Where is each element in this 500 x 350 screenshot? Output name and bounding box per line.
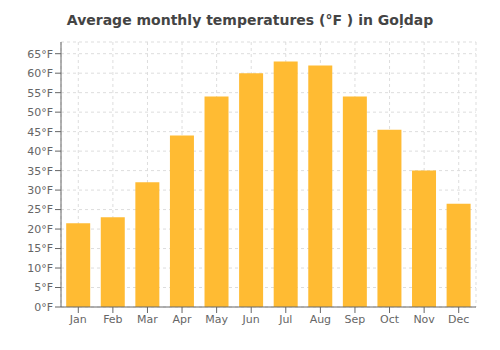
svg-text:Mar: Mar bbox=[137, 313, 158, 326]
svg-text:Jul: Jul bbox=[278, 313, 292, 326]
svg-text:Sep: Sep bbox=[345, 313, 366, 326]
svg-text:35°F: 35°F bbox=[27, 165, 53, 178]
svg-text:50°F: 50°F bbox=[27, 106, 53, 119]
svg-text:45°F: 45°F bbox=[27, 126, 53, 139]
svg-text:10°F: 10°F bbox=[27, 262, 53, 275]
svg-text:May: May bbox=[205, 313, 228, 326]
svg-text:5°F: 5°F bbox=[34, 281, 53, 294]
svg-text:0°F: 0°F bbox=[34, 301, 53, 314]
svg-text:40°F: 40°F bbox=[27, 145, 53, 158]
html-text:Average monthly temperatures (: Average monthly temperatures (°F ) in Go… bbox=[66, 12, 434, 28]
svg-text:Oct: Oct bbox=[380, 313, 400, 326]
svg-text:Aug: Aug bbox=[310, 313, 331, 326]
svg-text:30°F: 30°F bbox=[27, 184, 53, 197]
svg-text:65°F: 65°F bbox=[27, 48, 53, 61]
svg-text:15°F: 15°F bbox=[27, 242, 53, 255]
svg-text:Jun: Jun bbox=[242, 313, 260, 326]
svg-text:Apr: Apr bbox=[173, 313, 193, 326]
svg-text:Jan: Jan bbox=[69, 313, 87, 326]
svg-text:Nov: Nov bbox=[413, 313, 435, 326]
svg-text:60°F: 60°F bbox=[27, 67, 53, 80]
svg-text:20°F: 20°F bbox=[27, 223, 53, 236]
svg-text:Dec: Dec bbox=[448, 313, 469, 326]
svg-text:55°F: 55°F bbox=[27, 87, 53, 100]
svg-text:Feb: Feb bbox=[103, 313, 122, 326]
svg-text:25°F: 25°F bbox=[27, 203, 53, 216]
